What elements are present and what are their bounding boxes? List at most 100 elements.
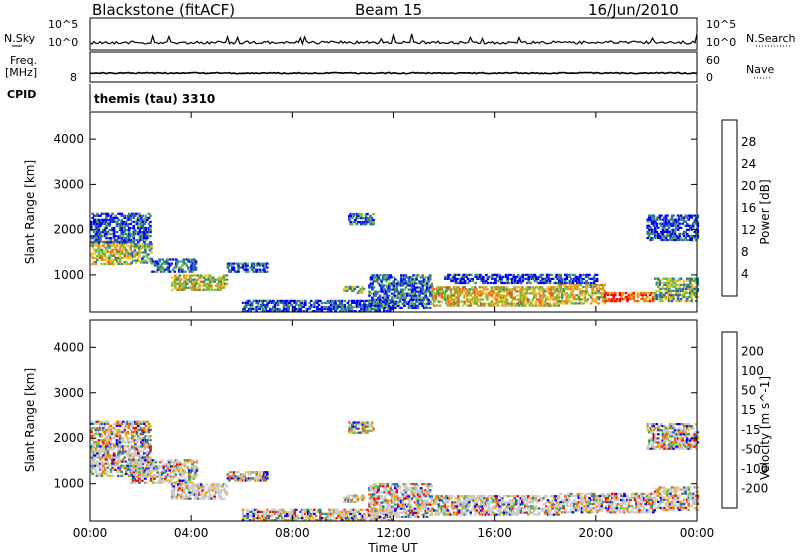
range-cell (114, 422, 117, 425)
range-cell (252, 477, 255, 480)
range-cell (207, 489, 210, 492)
range-cell (480, 298, 483, 301)
range-cell (352, 496, 355, 499)
range-cell (381, 509, 385, 512)
range-cell (676, 220, 680, 223)
range-cell (261, 307, 265, 311)
range-cell (284, 519, 287, 522)
range-cell (682, 232, 686, 235)
range-cell (194, 262, 198, 265)
range-cell (100, 446, 104, 449)
range-cell (243, 516, 246, 520)
range-cell (368, 503, 371, 506)
range-cell (490, 304, 494, 307)
range-cell (300, 514, 304, 518)
range-cell (305, 519, 309, 522)
range-cell (537, 292, 541, 295)
range-cell (695, 291, 698, 295)
range-cell (395, 485, 399, 488)
range-cell (372, 286, 376, 289)
range-cell (371, 499, 374, 502)
range-cell (368, 493, 371, 496)
range-cell (134, 212, 137, 215)
range-cell (658, 236, 662, 240)
range-cell (611, 298, 614, 301)
range-cell (123, 237, 126, 240)
range-cell (690, 295, 693, 299)
range-cell (156, 266, 160, 269)
range-cell (250, 510, 254, 513)
range-cell (351, 307, 354, 311)
range-cell (320, 516, 324, 520)
range-cell (375, 302, 379, 305)
range-cell (400, 278, 403, 281)
range-cell (91, 244, 95, 247)
range-cell (184, 270, 187, 273)
range-cell (542, 296, 545, 299)
range-cell (349, 516, 353, 520)
range-cell (231, 477, 234, 480)
range-cell (96, 212, 99, 215)
range-cell (332, 303, 336, 307)
range-cell (688, 289, 692, 292)
range-cell (131, 445, 134, 448)
range-cell (124, 452, 128, 455)
range-cell (173, 266, 177, 269)
range-cell (91, 262, 95, 266)
range-cell (229, 270, 233, 273)
range-cell (539, 302, 542, 305)
range-cell (547, 273, 550, 276)
range-cell (136, 251, 140, 254)
range-cell (201, 280, 204, 283)
range-cell (140, 472, 143, 475)
range-cell (308, 512, 312, 515)
freq-left-tick: 8 (70, 71, 77, 84)
range-cell (492, 290, 495, 293)
range-cell (400, 284, 403, 287)
range-cell (320, 301, 324, 304)
range-cell (343, 519, 346, 522)
range-cell (675, 287, 678, 290)
range-cell (446, 298, 450, 301)
range-cell (115, 422, 119, 425)
range-cell (564, 283, 567, 287)
range-cell (127, 241, 131, 244)
range-cell (114, 439, 117, 442)
range-cell (132, 431, 136, 434)
range-cell (477, 290, 480, 293)
range-cell (90, 452, 93, 455)
range-cell (153, 264, 157, 267)
range-cell (457, 304, 460, 307)
range-cell (473, 292, 477, 295)
range-cell (346, 301, 350, 304)
range-cell (127, 472, 131, 475)
range-cell (383, 274, 386, 277)
range-cell (256, 479, 260, 482)
range-cell (384, 487, 388, 490)
range-cell (112, 241, 116, 244)
range-cell (386, 300, 389, 303)
range-cell (130, 257, 134, 260)
range-cell (530, 275, 534, 278)
range-cell (124, 229, 128, 232)
range-cell (261, 310, 265, 313)
range-cell (641, 293, 644, 297)
range-cell (136, 469, 140, 472)
range-cell (467, 298, 471, 301)
range-cell (679, 283, 683, 286)
range-cell (264, 299, 268, 302)
range-cell (99, 472, 102, 475)
range-cell (358, 289, 361, 292)
range-cell (256, 303, 260, 307)
range-cell (141, 243, 144, 246)
range-cell (195, 469, 199, 472)
range-cell (374, 304, 377, 307)
range-cell (360, 514, 363, 518)
range-cell (377, 278, 380, 281)
range-cell (424, 280, 427, 283)
range-cell (172, 493, 176, 496)
range-cell (510, 304, 513, 307)
range-cell (430, 294, 433, 297)
range-cell (510, 292, 513, 295)
range-cell (386, 489, 389, 492)
